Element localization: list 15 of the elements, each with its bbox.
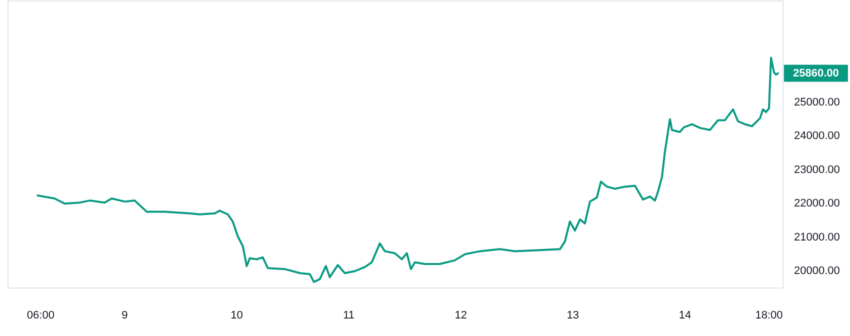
x-tick-label: 10 <box>230 310 243 322</box>
x-tick-label: 14 <box>678 310 692 322</box>
x-tick-label: 06:00 <box>26 310 54 322</box>
annotation: 25860.00 <box>792 67 839 80</box>
x-tick-label: 11 <box>343 310 355 322</box>
y-tick-label: 22000.00 <box>794 198 840 210</box>
y-tick-label: 20000.00 <box>794 265 840 278</box>
x-tick-label: 13 <box>566 310 580 322</box>
x-tick-label: 9 <box>122 310 128 322</box>
x-tick-label: 12 <box>454 310 467 322</box>
y-tick-label: 25000.00 <box>794 96 840 108</box>
y-tick-label: 23000.00 <box>794 164 840 176</box>
y-tick-label: 24000.00 <box>794 130 840 142</box>
x-tick-label: 18:00 <box>755 310 783 322</box>
y-tick-label: 21000.00 <box>794 231 840 244</box>
